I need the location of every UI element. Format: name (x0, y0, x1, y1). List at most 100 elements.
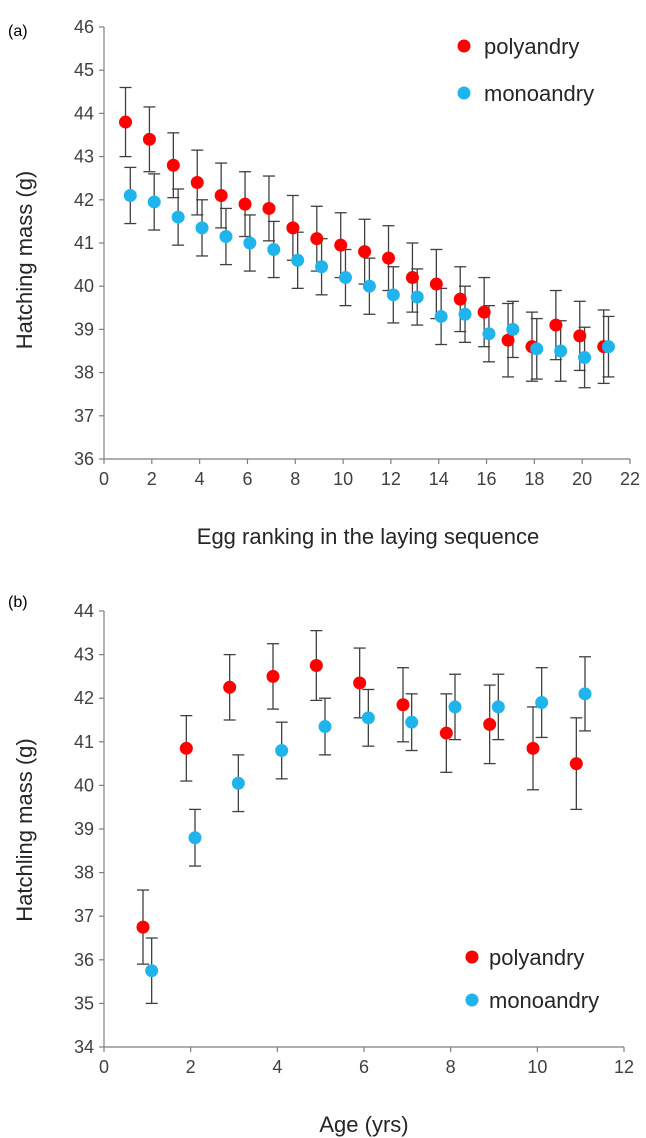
legend-polyandry-marker (465, 950, 479, 964)
panel-a-monoandry-point (362, 279, 376, 293)
panel-b-y-tick-label: 38 (74, 863, 94, 883)
panel-a-x-tick-label: 20 (572, 469, 592, 489)
panel-a-x-axis-label: Egg ranking in the laying sequence (197, 524, 539, 549)
panel-a-y-tick-label: 43 (74, 147, 94, 167)
panel-a-polyandry-point (190, 176, 204, 190)
panel-b-monoandry-point (491, 700, 505, 714)
legend-monoandry-label: monoandry (489, 988, 599, 1013)
panel-a-y-axis-label: Hatching mass (g) (12, 171, 37, 350)
legend-monoandry-marker (465, 993, 479, 1007)
panel-b-legend: polyandry monoandry (465, 945, 599, 1013)
panel-a-polyandry-point (549, 318, 563, 332)
panel-b-polyandry-point (353, 676, 367, 690)
panel-b-monoandry-point (188, 831, 202, 845)
panel-b-polyandry-point (569, 757, 583, 771)
panel-b-y-tick-label: 42 (74, 688, 94, 708)
panel-b-chart: (b) 34 35 36 37 38 39 40 41 42 43 44 0 2 4 6 8 10 12 Age … (8, 594, 634, 1137)
panel-a-x-tick-label: 2 (147, 469, 157, 489)
panel-a-monoandry-point (219, 230, 233, 244)
panel-b-x-tick-label: 8 (446, 1057, 456, 1077)
panel-a-monoandry-point (458, 307, 472, 321)
panel-b-marks: 34 35 36 37 38 39 40 41 42 43 44 0 2 4 6 8 10 12 (74, 601, 634, 1077)
panel-a-polyandry-point (358, 245, 372, 259)
panel-a-monoandry-point (291, 253, 305, 267)
panel-a-x-tick-label: 0 (99, 469, 109, 489)
panel-b-monoandry-point (361, 711, 375, 725)
panel-a-monoandry-point (171, 210, 185, 224)
panel-b-x-tick-label: 0 (99, 1057, 109, 1077)
panel-a-polyandry-point (573, 329, 587, 343)
panel-a-polyandry-point (453, 292, 467, 306)
panel-b-polyandry-point (179, 741, 193, 755)
panel-a-y-tick-label: 41 (74, 233, 94, 253)
panel-b-monoandry-point (231, 776, 245, 790)
legend-polyandry-marker (457, 39, 471, 53)
panel-b-x-tick-label: 12 (614, 1057, 634, 1077)
panel-a-polyandry-point (119, 115, 133, 129)
panel-a-y-tick-label: 40 (74, 276, 94, 296)
legend-polyandry-label: polyandry (484, 34, 579, 59)
panel-b-polyandry-point (439, 726, 453, 740)
panel-a-monoandry-point (410, 290, 424, 304)
panel-a-polyandry-point (214, 188, 228, 202)
panel-a-monoandry-point (386, 288, 400, 302)
panel-b-y-tick-label: 35 (74, 993, 94, 1013)
panel-b-y-tick-label: 36 (74, 950, 94, 970)
panel-a-tag: (a) (8, 23, 28, 40)
panel-b-polyandry-point (483, 717, 497, 731)
panel-b-polyandry-point (136, 920, 150, 934)
panel-b-y-tick-label: 41 (74, 732, 94, 752)
panel-b-x-tick-label: 4 (272, 1057, 282, 1077)
legend-monoandry-marker (457, 86, 471, 100)
panel-b-x-tick-label: 2 (186, 1057, 196, 1077)
legend-polyandry-label: polyandry (489, 945, 584, 970)
panel-b-monoandry-point (535, 696, 549, 710)
panel-a-x-tick-label: 12 (381, 469, 401, 489)
panel-a-x-tick-label: 16 (477, 469, 497, 489)
panel-a-polyandry-point (262, 201, 276, 215)
panel-a-monoandry-point (267, 242, 281, 256)
panel-b-y-tick-label: 39 (74, 819, 94, 839)
panel-a-monoandry-point (482, 327, 496, 341)
panel-a-y-tick-label: 36 (74, 449, 94, 469)
panel-b-polyandry-point (526, 741, 540, 755)
panel-a-polyandry-point (477, 305, 491, 319)
panel-a-y-tick-label: 39 (74, 319, 94, 339)
panel-a-y-tick-label: 45 (74, 60, 94, 80)
panel-b-polyandry-point (309, 659, 323, 672)
panel-b-monoandry-point (578, 687, 592, 701)
panel-b-polyandry-point (223, 680, 237, 694)
panel-a-x-tick-label: 4 (195, 469, 205, 489)
panel-b-polyandry-point (396, 698, 410, 712)
panel-a-x-tick-label: 6 (242, 469, 252, 489)
panel-b-x-tick-label: 6 (359, 1057, 369, 1077)
panel-b-x-axis-label: Age (yrs) (319, 1112, 408, 1137)
panel-a-x-tick-label: 14 (429, 469, 449, 489)
legend-monoandry-label: monoandry (484, 81, 594, 106)
panel-a-polyandry-point (429, 277, 443, 291)
panel-a-monoandry-point (123, 188, 137, 202)
panel-a-monoandry-point (506, 322, 520, 336)
panel-b-monoandry-point (448, 700, 462, 714)
panel-a-y-tick-label: 46 (74, 17, 94, 37)
panel-a-monoandry-point (530, 342, 544, 356)
panel-a-monoandry-point (147, 195, 161, 209)
panel-a-legend: polyandry monoandry (457, 34, 594, 106)
panel-a-y-tick-label: 44 (74, 103, 94, 123)
panel-b-y-tick-label: 37 (74, 906, 94, 926)
panel-b-monoandry-point (405, 715, 419, 729)
panel-a-x-tick-label: 8 (290, 469, 300, 489)
panel-a-monoandry-point (578, 350, 592, 364)
panel-a-monoandry-point (601, 340, 615, 354)
panel-b-y-tick-label: 43 (74, 645, 94, 665)
panel-a-monoandry-point (338, 271, 352, 285)
panel-a-x-tick-label: 10 (333, 469, 353, 489)
panel-b-monoandry-point (145, 964, 159, 978)
panel-a-y-tick-label: 38 (74, 363, 94, 383)
panel-b-y-tick-label: 40 (74, 775, 94, 795)
panel-a-polyandry-point (166, 158, 180, 172)
panel-a-monoandry-point (243, 236, 257, 250)
